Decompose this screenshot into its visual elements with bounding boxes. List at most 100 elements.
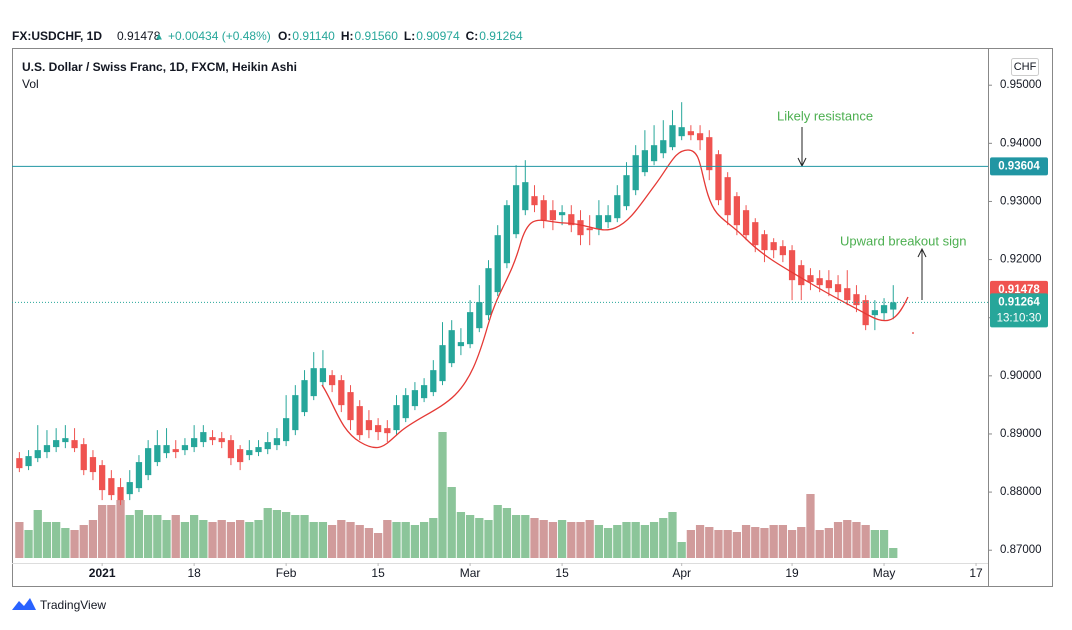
candle-body bbox=[770, 242, 777, 251]
candle-body bbox=[25, 456, 32, 467]
x-tick-label: 19 bbox=[785, 566, 799, 580]
volume-bar bbox=[815, 530, 824, 558]
candle-body bbox=[733, 196, 740, 226]
candle-body bbox=[282, 418, 290, 442]
candle-body bbox=[614, 195, 621, 219]
candle-body bbox=[641, 150, 649, 173]
candle-body bbox=[34, 450, 41, 459]
candle-body bbox=[117, 487, 124, 501]
volume-bar bbox=[180, 522, 190, 558]
volume-bar bbox=[824, 528, 833, 558]
volume-bar bbox=[659, 518, 668, 558]
candle-body bbox=[411, 390, 419, 407]
volume-bar bbox=[889, 548, 898, 558]
volume-bar bbox=[852, 522, 861, 558]
volume-bar bbox=[383, 520, 392, 558]
candle-body bbox=[623, 175, 630, 207]
volume-bar bbox=[787, 530, 797, 558]
y-tick-label: 0.94000 bbox=[1000, 137, 1042, 149]
volume-bar bbox=[98, 505, 107, 558]
volume-bar bbox=[42, 522, 52, 558]
volume-bar bbox=[668, 512, 677, 558]
candle-body bbox=[568, 214, 575, 226]
symbol: FX:USDCHF, 1D bbox=[12, 29, 102, 43]
volume-bar bbox=[189, 515, 199, 558]
volume-bar bbox=[309, 522, 318, 558]
volume-bar bbox=[879, 530, 889, 558]
x-tick-label: 18 bbox=[187, 566, 201, 580]
candle-body bbox=[301, 380, 308, 413]
volume-bar bbox=[318, 522, 328, 558]
volume-bar bbox=[741, 525, 751, 558]
candle-body bbox=[761, 234, 768, 251]
candle-body bbox=[457, 342, 465, 347]
y-tick-label: 0.87000 bbox=[1000, 544, 1042, 556]
candle-body bbox=[494, 235, 501, 293]
volume-bar bbox=[373, 533, 383, 558]
candle-body bbox=[62, 438, 69, 443]
ohlc: O: 0.91140 H: 0.91560 L: 0.90974 C: 0.91264 bbox=[278, 29, 523, 43]
volume-bar bbox=[15, 522, 24, 558]
volume-bar bbox=[511, 515, 521, 558]
candle-body bbox=[430, 370, 437, 393]
up-arrow: ▲ bbox=[154, 32, 164, 43]
candle-body bbox=[292, 395, 299, 431]
candle-body bbox=[678, 127, 685, 137]
annotation: Likely resistance bbox=[777, 108, 873, 123]
volume-bar bbox=[585, 520, 594, 558]
arrow-head bbox=[917, 247, 927, 258]
volume-bar bbox=[861, 525, 870, 558]
volume-bar bbox=[254, 520, 263, 558]
volume-bar bbox=[125, 515, 134, 558]
currency-box bbox=[1011, 58, 1039, 76]
volume-bar bbox=[548, 522, 558, 558]
volume-bar bbox=[769, 525, 778, 558]
volume-bar bbox=[144, 515, 153, 558]
volume-bar bbox=[70, 530, 79, 558]
candle-body bbox=[448, 330, 455, 364]
volume-bar bbox=[355, 525, 364, 558]
candle-body bbox=[145, 448, 152, 476]
volume-bar bbox=[88, 520, 98, 558]
ohlc-key: H: bbox=[341, 29, 354, 43]
candle-body bbox=[696, 133, 704, 141]
ohlc-key: C: bbox=[466, 29, 479, 43]
ohlc-key: O: bbox=[278, 29, 291, 43]
volume-bar bbox=[410, 525, 420, 558]
candle-body bbox=[347, 392, 354, 421]
volume-bar bbox=[806, 494, 815, 558]
volume-bar bbox=[649, 522, 659, 558]
volume-bar bbox=[291, 515, 300, 558]
candle-body bbox=[788, 250, 796, 281]
volume-bar bbox=[52, 522, 61, 558]
volume-bar bbox=[217, 520, 226, 558]
x-tick-label: 2021 bbox=[89, 566, 116, 580]
volume-bar bbox=[686, 530, 696, 558]
volume-bar bbox=[778, 525, 788, 558]
candle-body bbox=[476, 302, 483, 329]
candle-body bbox=[853, 294, 860, 306]
volume-bar bbox=[567, 522, 576, 558]
x-tick-label: Apr bbox=[672, 566, 691, 580]
candle-body bbox=[844, 288, 851, 301]
volume-bar bbox=[153, 515, 162, 558]
volume-bar bbox=[263, 508, 272, 558]
y-tick-label: 0.92000 bbox=[1000, 254, 1042, 266]
volume-bar bbox=[419, 522, 429, 558]
candle-body bbox=[752, 222, 759, 246]
volume-bar bbox=[346, 522, 355, 558]
volume-bar bbox=[199, 520, 208, 558]
candle-body bbox=[43, 445, 51, 453]
volume-bar bbox=[530, 518, 539, 558]
last-price: 0.91478 bbox=[117, 29, 161, 43]
candle-body bbox=[209, 437, 216, 441]
candle-body bbox=[420, 385, 428, 399]
volume-bar bbox=[760, 528, 769, 558]
candle-body bbox=[246, 450, 253, 456]
volume-bar bbox=[61, 528, 70, 558]
logo-icon bbox=[12, 598, 36, 610]
candle-body bbox=[715, 154, 722, 201]
ohlc-value: 0.91140 bbox=[292, 29, 335, 43]
chart-title: U.S. Dollar / Swiss Franc, 1D, FXCM, Hei… bbox=[22, 60, 297, 74]
y-tick-label: 0.90000 bbox=[1000, 370, 1042, 382]
